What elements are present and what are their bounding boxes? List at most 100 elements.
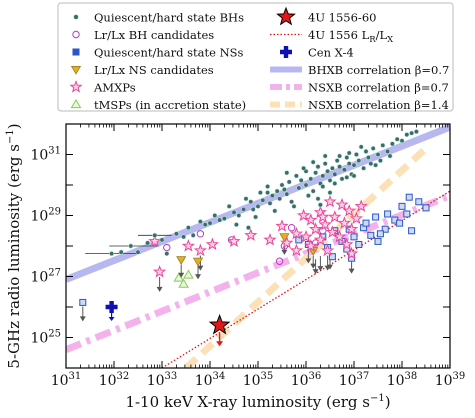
- legend-label-nsxb07: NSXB correlation β=0.7: [308, 81, 449, 95]
- x-tick-label: 1038: [387, 371, 418, 389]
- bh-candidate-point: [196, 230, 205, 238]
- bh-point: [173, 231, 179, 237]
- amxp-point: [309, 222, 323, 235]
- bh-point: [375, 152, 381, 158]
- x-axis-label: 1-10 keV X-ray luminosity (erg s−1): [125, 393, 390, 411]
- bh-point: [159, 237, 165, 243]
- legend-label-nsc: Lr/Lx NS candidates: [94, 63, 214, 77]
- y-tick-label: 1031: [30, 146, 61, 164]
- bh-point: [274, 188, 280, 194]
- bh-point: [145, 240, 151, 246]
- bh-point: [346, 150, 352, 156]
- ns-candidate-upper-limit-arrow-head: [178, 272, 185, 278]
- axis-ticks: 1031 1032 1033 1034 1035 1036 1037 1038 1039 1025…: [30, 123, 465, 389]
- legend-label-tmsp: tMSPs (in accretion state): [94, 98, 246, 112]
- bh-point: [394, 136, 400, 142]
- bh-candidate-point: [163, 243, 171, 252]
- bh-point: [325, 168, 331, 174]
- bh-point: [317, 202, 323, 208]
- ns-point: [328, 253, 336, 261]
- bh-point: [289, 199, 295, 205]
- ns-point: [79, 298, 87, 306]
- ns-candidate-upper-limit-arrow-head: [195, 274, 201, 280]
- legend-bh-marker: [73, 14, 79, 20]
- ns-candidate-upper-limit-arrow-head: [310, 263, 317, 269]
- bh-point: [267, 200, 273, 206]
- bh-point: [337, 153, 343, 159]
- bh-point: [389, 141, 395, 147]
- bh-point: [260, 197, 266, 203]
- amxp-point: [316, 210, 330, 223]
- bh-point: [284, 170, 290, 176]
- bh-point: [344, 174, 350, 180]
- bh-candidate-point: [275, 257, 284, 265]
- bh-point: [298, 177, 304, 183]
- bh-point: [368, 161, 374, 167]
- bh-point: [320, 184, 326, 190]
- amxp-point: [297, 208, 311, 222]
- amxp-point: [328, 210, 342, 223]
- x-tick-label: 1031: [51, 371, 82, 389]
- bh-point: [315, 196, 321, 202]
- bh-point: [329, 165, 335, 171]
- bh-point: [339, 176, 345, 182]
- tmsp-point: [178, 278, 189, 288]
- ns-point: [403, 210, 411, 218]
- bh-point: [135, 249, 141, 255]
- ns-point: [398, 202, 406, 210]
- bh-point: [337, 164, 343, 170]
- bh-point: [164, 251, 170, 257]
- amxp-point: [153, 264, 167, 278]
- amxp-point: [193, 243, 207, 257]
- legend-bh-candidate-marker: [72, 30, 80, 39]
- bh-point: [332, 171, 338, 177]
- ns-upper-limit-arrow-head: [305, 258, 312, 264]
- bh-point: [310, 188, 316, 194]
- bh-point: [221, 216, 227, 222]
- amxp-point: [263, 232, 277, 246]
- bh-point: [315, 164, 321, 170]
- amxp-upper-limit-arrow-head: [324, 265, 331, 271]
- legend-label-cen: Cen X-4: [308, 46, 354, 60]
- amxp-point: [318, 217, 332, 231]
- bh-point: [351, 162, 357, 168]
- ns-point: [396, 219, 404, 227]
- bh-point: [265, 190, 271, 196]
- legend-label-nsxb14: NSXB correlation β=1.4: [308, 98, 449, 112]
- bh-point: [236, 213, 242, 219]
- amxp-point: [299, 229, 313, 243]
- bh-point: [128, 243, 134, 249]
- bh-point: [250, 206, 256, 212]
- legend-frame: [57, 2, 454, 112]
- amxp-point: [333, 229, 347, 243]
- ns-point: [422, 204, 430, 212]
- amxp-point: [289, 243, 303, 257]
- nsxb14-line: [183, 145, 429, 368]
- nsxb07-line: [66, 192, 450, 353]
- bh-point: [334, 158, 340, 164]
- legend-amxp-marker: [69, 80, 83, 93]
- bh-point: [277, 196, 283, 202]
- x-tick-label: 1037: [339, 371, 370, 389]
- bh-point: [118, 249, 124, 255]
- ns-point: [381, 225, 389, 233]
- bh-point: [284, 191, 290, 197]
- bh-point: [404, 132, 410, 138]
- bh-point: [356, 158, 362, 164]
- bh-point: [370, 145, 376, 151]
- amxp-point: [148, 234, 162, 248]
- bh-point: [380, 142, 386, 148]
- amxp-point: [244, 228, 258, 241]
- bh-point: [344, 155, 350, 161]
- ns-candidate-point: [192, 257, 204, 267]
- bh-point: [190, 232, 196, 238]
- bh-point: [301, 165, 307, 171]
- amxp-point: [337, 216, 351, 229]
- amxp-point: [275, 219, 289, 232]
- bh-point: [269, 193, 275, 199]
- ratio-line: [161, 190, 450, 368]
- y-tick-label: 1027: [30, 268, 61, 286]
- bh-point: [303, 182, 309, 188]
- legend-left-column: Quiescent/hard state BHs Lr/Lx BH candida…: [69, 11, 246, 112]
- bh-point: [327, 177, 333, 183]
